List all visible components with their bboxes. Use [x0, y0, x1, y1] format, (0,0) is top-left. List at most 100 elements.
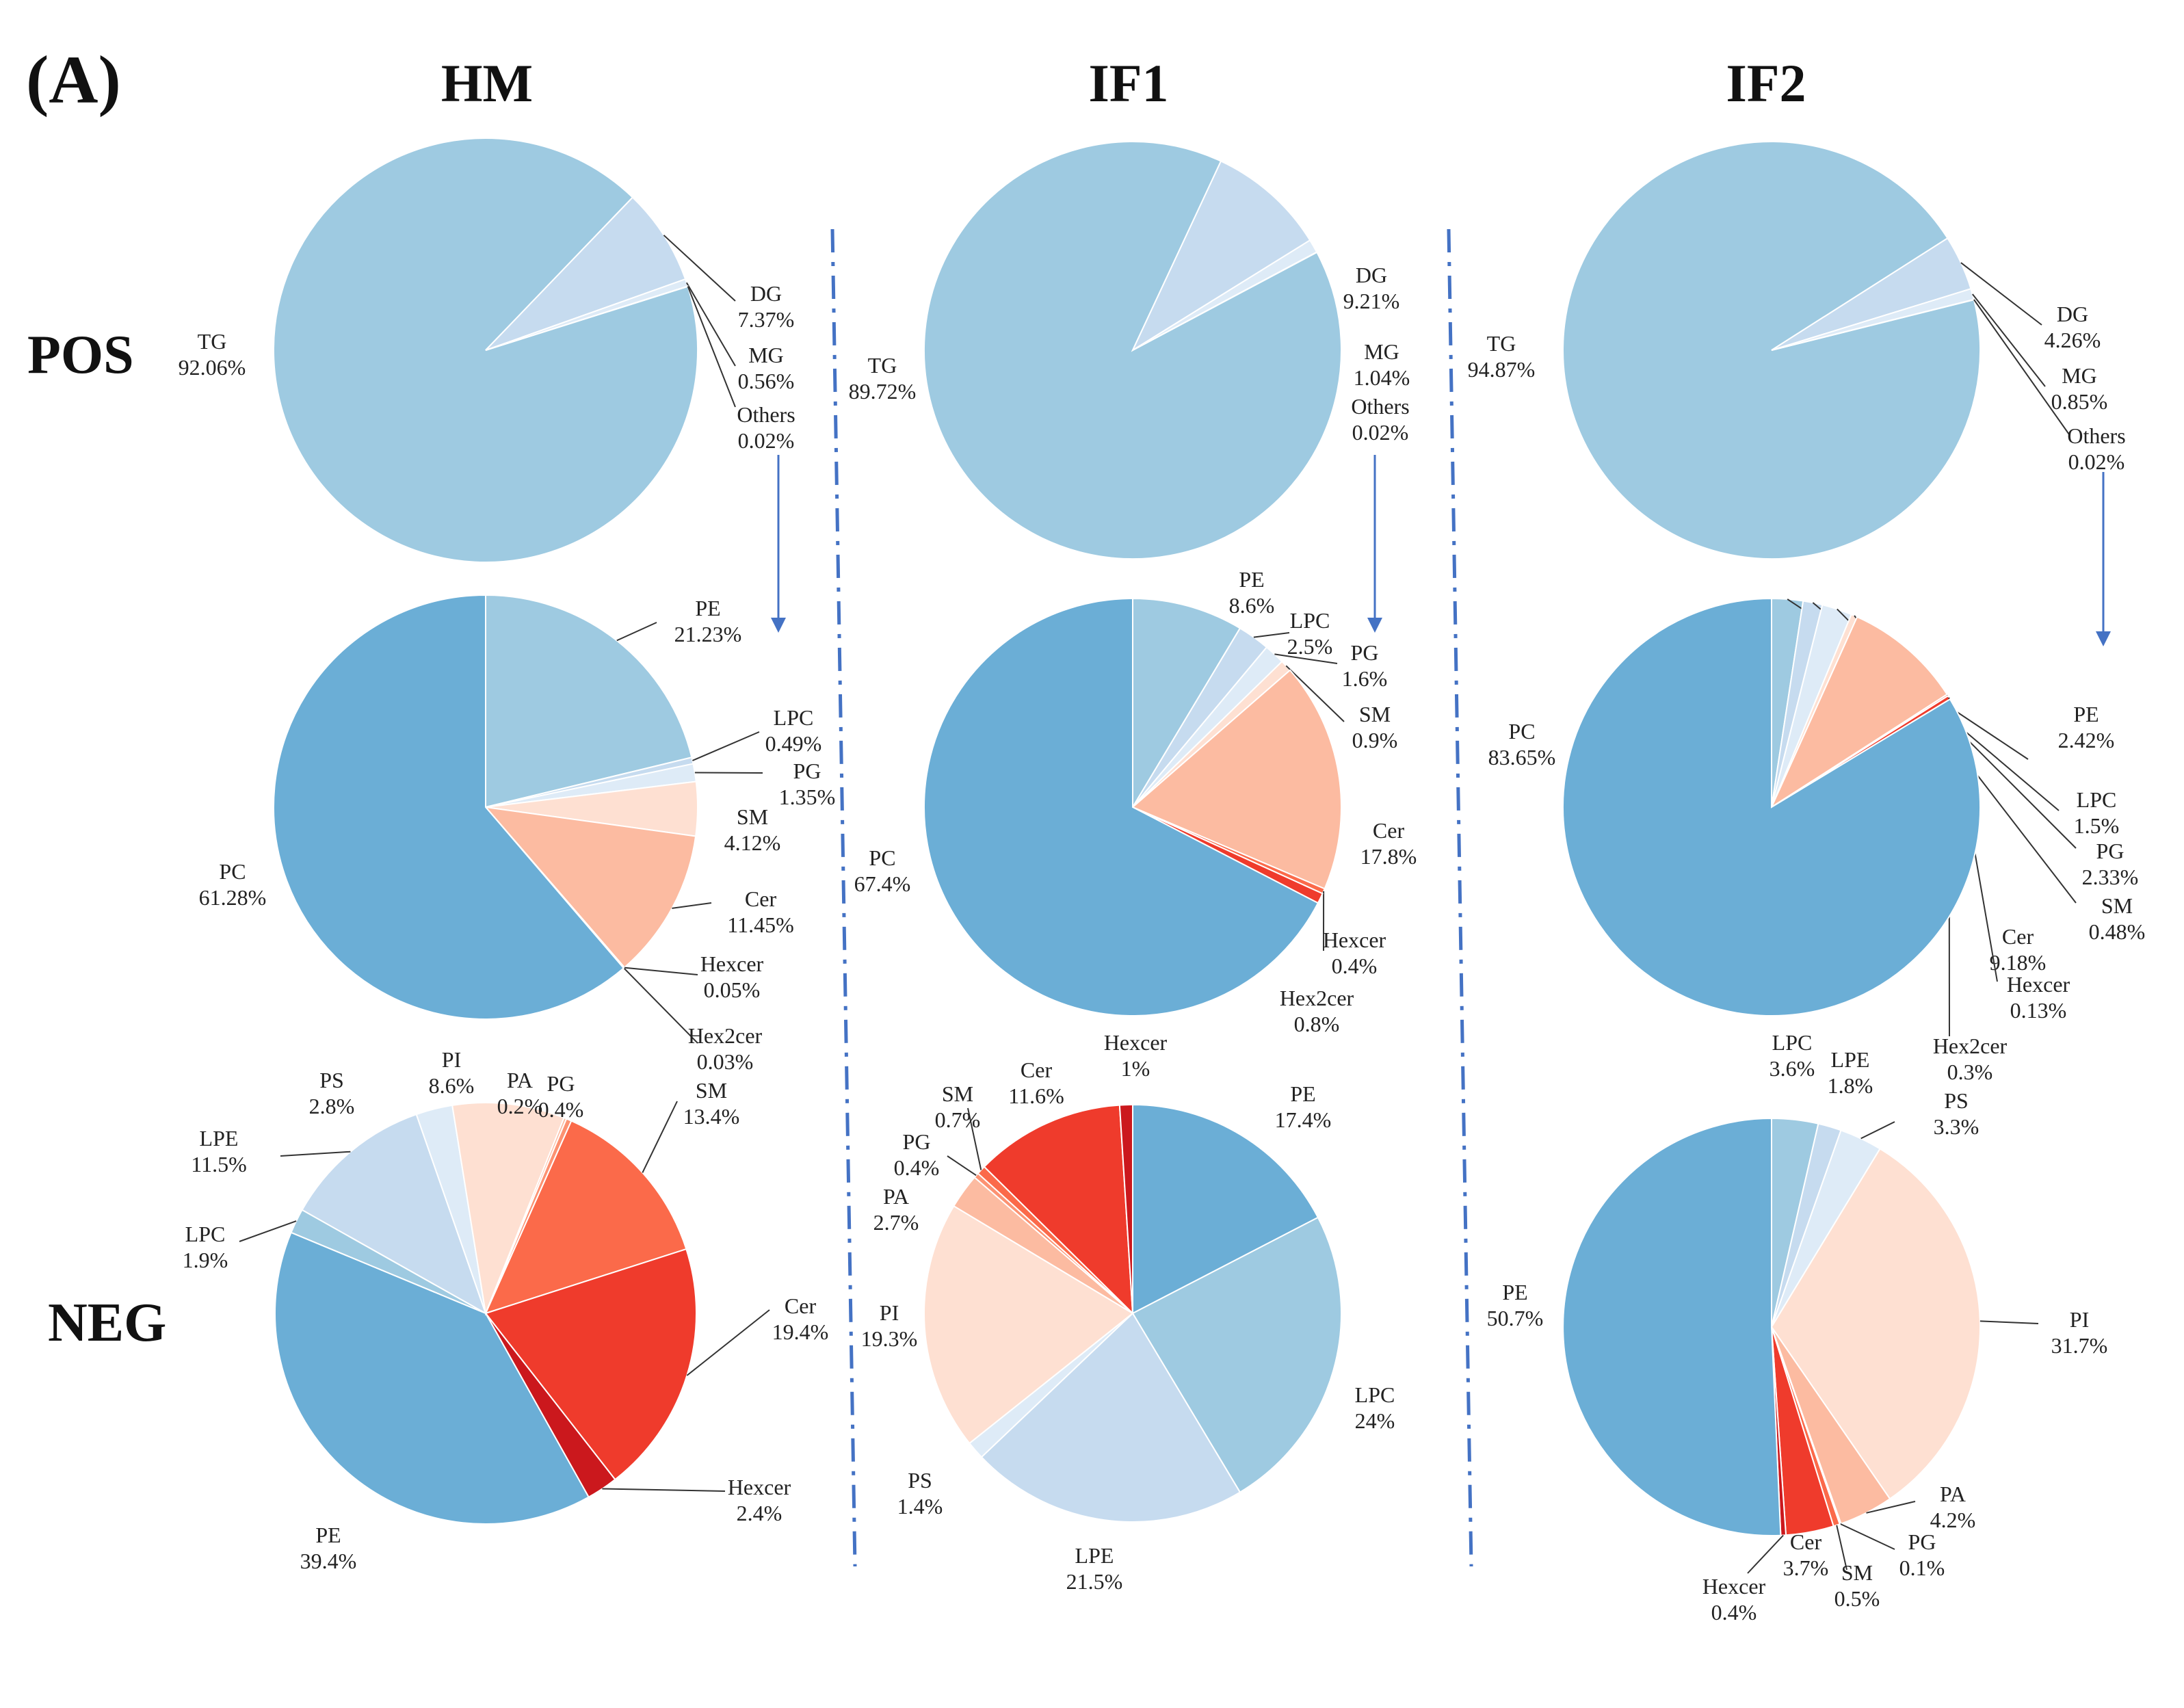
slice-value: 13.4%	[683, 1104, 740, 1129]
slice-label: MG	[1364, 339, 1399, 364]
slice-value: 0.2%	[497, 1094, 543, 1118]
slice-label: Hexcer	[1104, 1030, 1168, 1055]
slice-label: PE	[315, 1523, 341, 1547]
slice-label: DG	[750, 281, 782, 306]
slice-value: 0.56%	[738, 369, 795, 393]
slice-value: 1.8%	[1828, 1073, 1873, 1098]
slice-label: SM	[2101, 893, 2133, 918]
slice-value: 0.4%	[894, 1155, 940, 1180]
slice-label: LPC	[1355, 1382, 1395, 1407]
slice-value: 2.8%	[309, 1094, 355, 1118]
slice-label: LPE	[200, 1126, 239, 1151]
slice-value: 89.72%	[849, 379, 917, 404]
slice-label: DG	[2057, 302, 2088, 326]
pie-slice-pe	[1132, 1103, 1319, 1315]
slice-label: SM	[1841, 1560, 1873, 1585]
slice-label: DG	[1356, 263, 1387, 287]
slice-label: MG	[748, 343, 784, 367]
leader-line	[624, 967, 698, 975]
leader-line	[1972, 293, 2046, 387]
slice-value: 1.04%	[1354, 365, 1410, 390]
slice-value: 0.03%	[697, 1049, 754, 1074]
column-header-if1: IF1	[1089, 53, 1169, 113]
slice-value: 21.5%	[1066, 1569, 1123, 1594]
slice-label: LPC	[1290, 608, 1330, 633]
slice-label: Hexcer	[700, 951, 764, 976]
arrow-head	[1367, 618, 1382, 633]
slice-label: PS	[319, 1068, 344, 1092]
slice-label: TG	[868, 353, 897, 378]
column-header-if2: IF2	[1726, 53, 1806, 113]
slice-value: 0.02%	[1352, 420, 1409, 445]
pie-slice-pg	[485, 1118, 573, 1314]
slice-label: SM	[696, 1078, 727, 1103]
pie-slice-others	[1132, 251, 1318, 351]
pie-slice-hexcer	[1118, 1103, 1133, 1314]
slice-label: PG	[1908, 1529, 1936, 1554]
slice-label: PC	[1508, 719, 1535, 744]
pie-slice-lpe	[301, 1113, 487, 1315]
leader-line	[1960, 262, 2042, 326]
slice-value: 24%	[1355, 1408, 1395, 1433]
slice-label: PC	[219, 859, 246, 884]
slice-label: Hexcer	[1323, 928, 1386, 952]
slice-value: 0.13%	[2010, 998, 2067, 1023]
slice-value: 1.5%	[2074, 813, 2120, 838]
slice-value: 1.6%	[1342, 666, 1388, 691]
pie-slice-lpc	[1131, 1216, 1342, 1493]
arrow-head	[2096, 631, 2111, 646]
leader-line	[692, 731, 760, 761]
leader-line	[687, 286, 736, 408]
leader-line	[1973, 299, 2070, 435]
slice-value: 0.4%	[1711, 1600, 1757, 1625]
pie-slice-cer	[1769, 616, 1948, 809]
leader-line	[967, 1107, 982, 1170]
slice-label: Hexcer	[1702, 1574, 1766, 1599]
pie-slice-pi	[923, 1205, 1134, 1445]
slice-value: 0.49%	[765, 731, 822, 756]
pie-slice-pc	[1562, 597, 1981, 1016]
slice-value: 94.87%	[1468, 357, 1536, 382]
slice-value: 1%	[1121, 1056, 1150, 1081]
slice-label: PG	[1351, 640, 1379, 665]
pie-slice-pi	[451, 1102, 565, 1316]
slice-value: 3.3%	[1934, 1114, 1979, 1139]
leader-line	[1747, 1534, 1784, 1574]
pie-slice-cer	[983, 1104, 1134, 1315]
slice-value: 1.35%	[779, 785, 836, 809]
column-header-hm: HM	[441, 53, 533, 113]
slice-value: 7.37%	[738, 307, 795, 332]
slice-value: 4.26%	[2044, 328, 2101, 352]
slice-value: 0.85%	[2051, 389, 2108, 414]
slice-value: 0.9%	[1352, 728, 1398, 752]
slice-label: PI	[880, 1300, 899, 1325]
leader-line	[672, 902, 712, 909]
leader-line	[602, 1488, 726, 1492]
slice-label: SM	[942, 1081, 973, 1106]
slice-value: 0.02%	[738, 428, 795, 453]
row-label-neg: NEG	[48, 1293, 166, 1353]
leader-line	[686, 1309, 770, 1376]
slice-label: Hexcer	[728, 1475, 791, 1499]
slice-label: PI	[2070, 1307, 2089, 1332]
slice-label: PC	[869, 845, 895, 870]
slice-value: 8.6%	[429, 1073, 475, 1098]
slice-label: Hex2cer	[688, 1023, 763, 1048]
slice-label: LPE	[1075, 1543, 1114, 1568]
row-label-pos: POS	[27, 325, 134, 385]
slice-value: 67.4%	[854, 871, 911, 896]
slice-value: 4.2%	[1930, 1508, 1976, 1532]
leader-line	[1840, 1523, 1895, 1550]
slice-label: Others	[737, 402, 795, 427]
slice-value: 31.7%	[2051, 1333, 2108, 1358]
leader-line	[616, 622, 657, 642]
pie-slice-pe	[485, 594, 693, 809]
leader-line	[685, 282, 736, 367]
slice-value: 0.1%	[1899, 1555, 1945, 1580]
leader-line	[694, 772, 763, 774]
slice-label: SM	[737, 804, 768, 829]
slice-value: 3.6%	[1769, 1056, 1815, 1081]
